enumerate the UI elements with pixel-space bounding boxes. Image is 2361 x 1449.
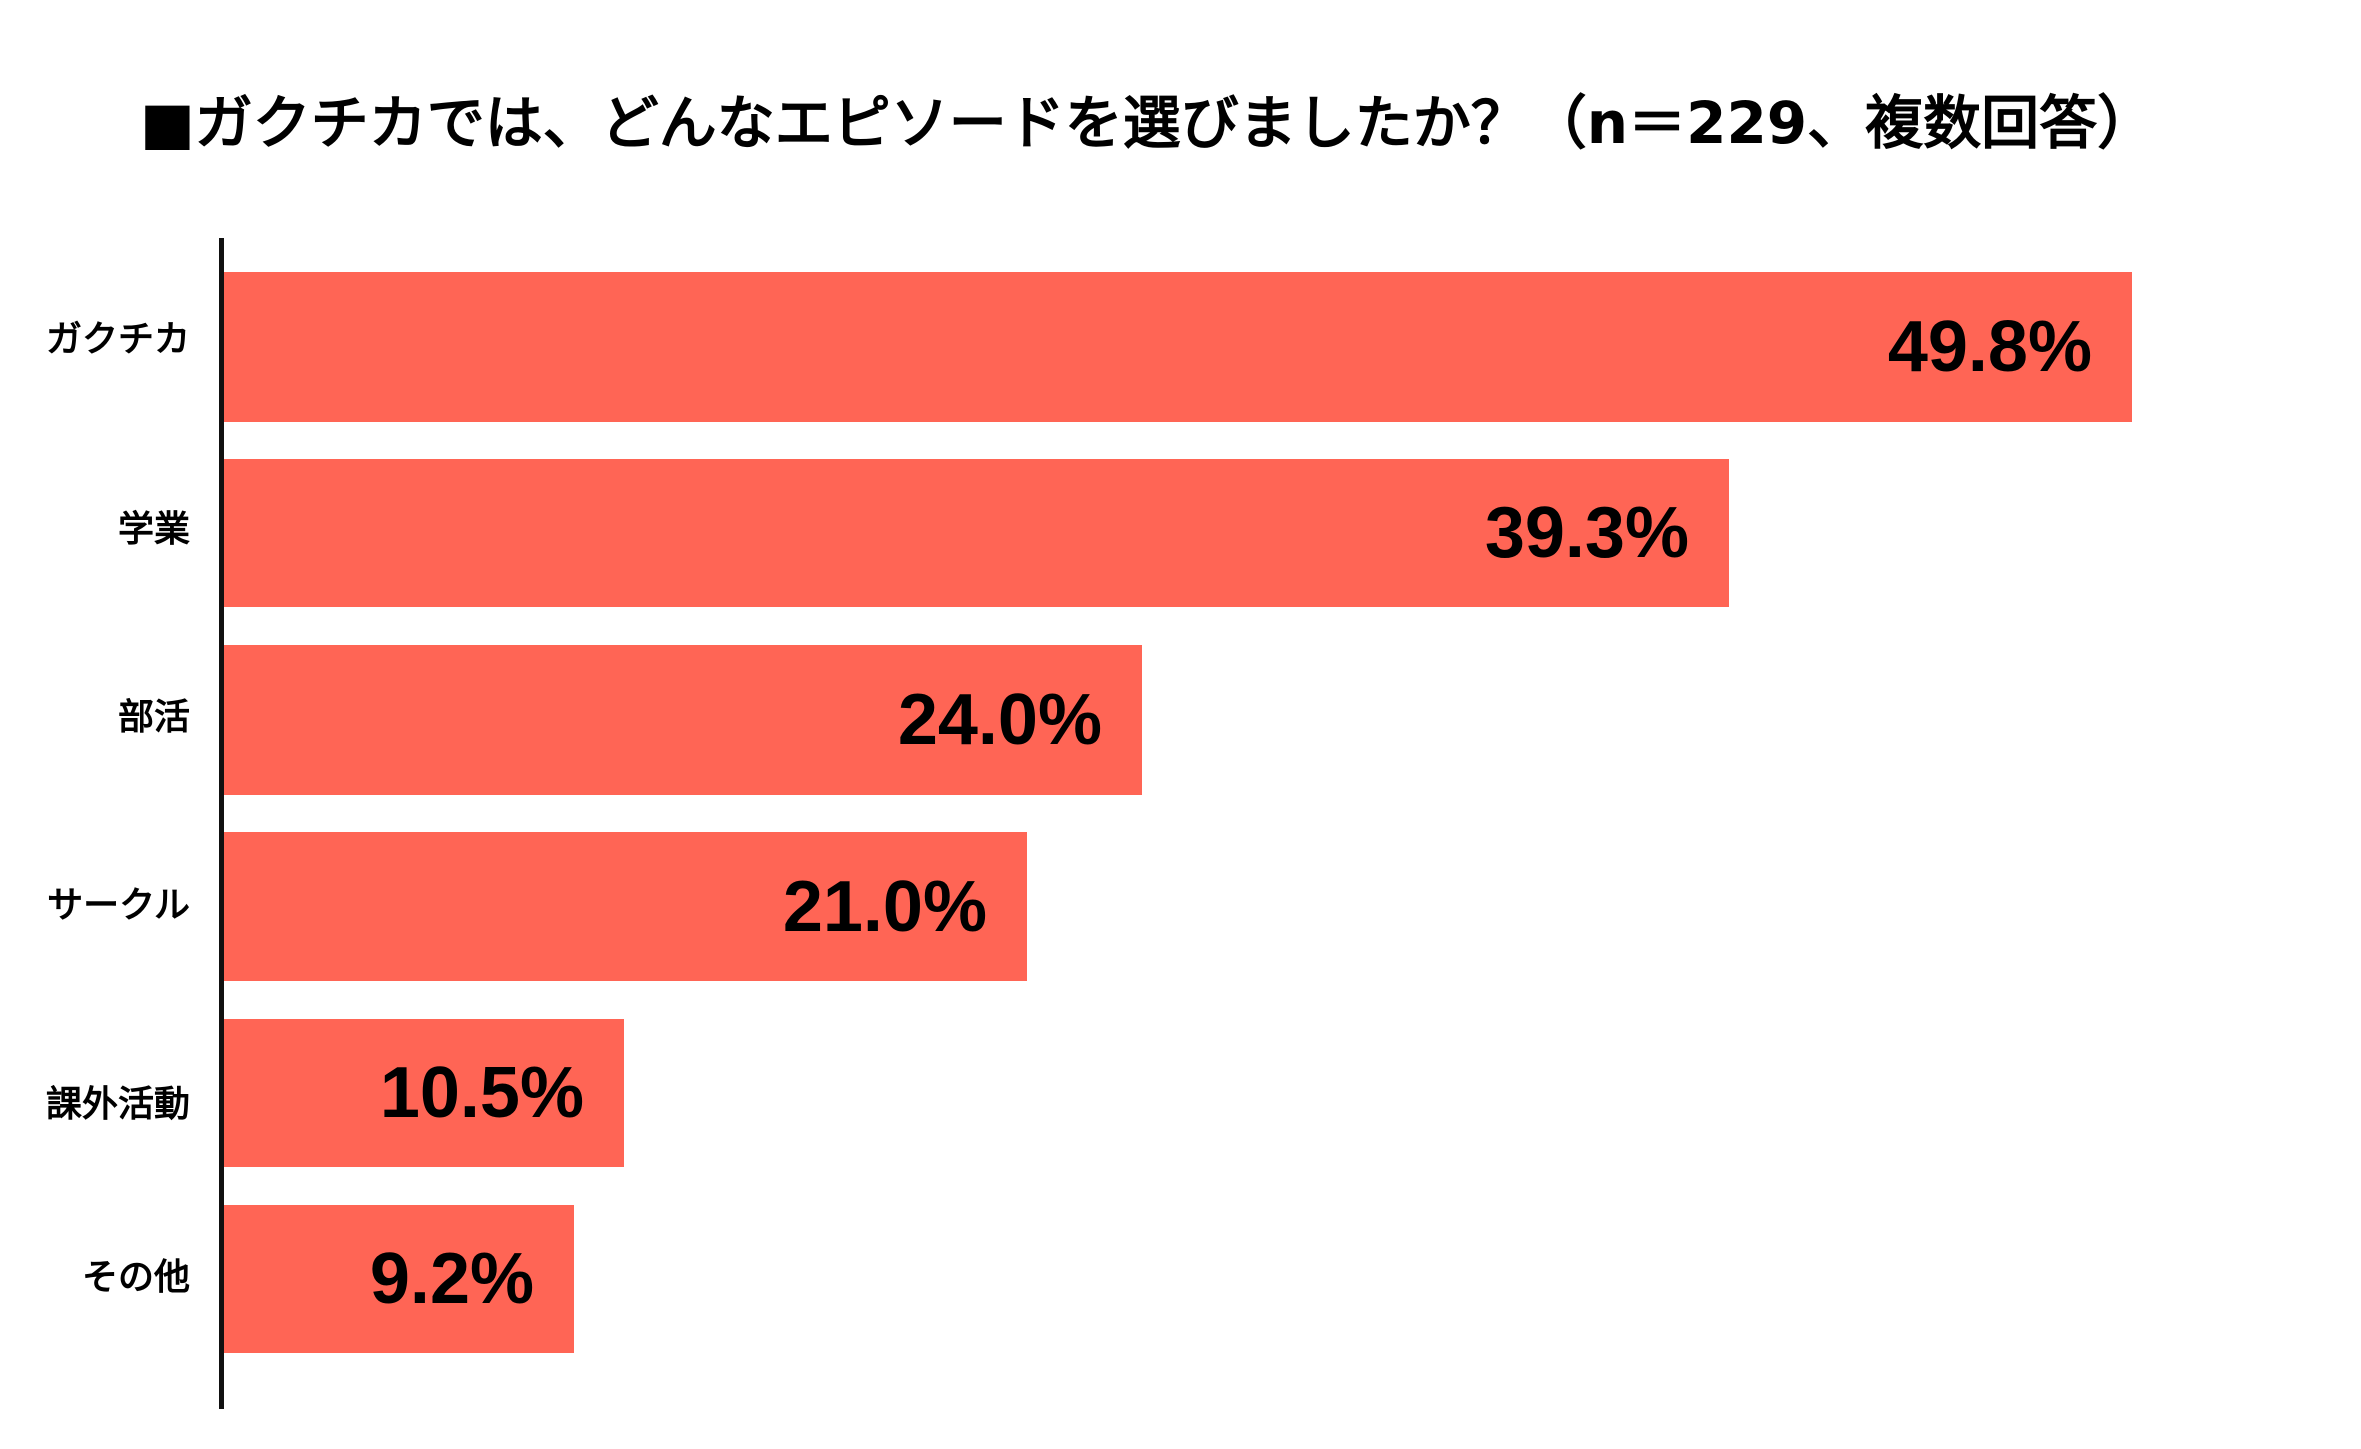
bar-circle: 21.0% [224,832,1027,981]
value-label: 39.3% [1484,493,1689,573]
category-label: 課外活動 [45,1084,190,1125]
bar-gakuchika: 49.8% [224,272,2132,422]
value-label: 9.2% [369,1239,534,1319]
chart-title: ■ガクチカでは、どんなエピソードを選びましたか？（n＝229、複数回答） [140,89,2156,157]
bar-extracurricular: 10.5% [224,1019,624,1167]
value-label: 21.0% [782,866,987,947]
value-label: 10.5% [379,1053,584,1133]
bar-club-activities: 24.0% [224,645,1142,795]
category-label: 学業 [117,509,190,550]
bar-other: 9.2% [224,1205,574,1353]
category-label: サークル [47,885,190,926]
y-axis-line [219,238,224,1409]
value-label: 49.8% [1887,307,2092,387]
category-label: ガクチカ [45,319,190,360]
value-label: 24.0% [897,680,1102,760]
category-label: 部活 [117,697,190,738]
category-label: その他 [81,1257,190,1298]
bar-academics: 39.3% [224,459,1729,607]
